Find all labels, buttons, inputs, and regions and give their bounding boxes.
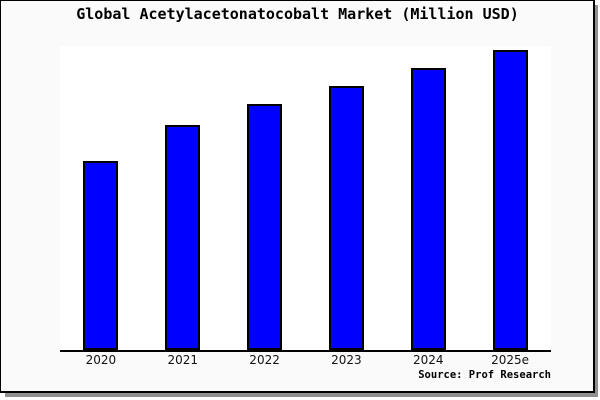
bar-2021 xyxy=(165,125,201,350)
source-credit: Source: Prof Research xyxy=(418,369,551,381)
bar-2023 xyxy=(328,86,364,350)
bar-2024 xyxy=(410,68,446,350)
chart-title: Global Acetylacetonatocobalt Market (Mil… xyxy=(76,5,519,23)
plot-area xyxy=(60,46,551,352)
bar-2025e xyxy=(492,50,528,350)
bar-2022 xyxy=(247,104,283,350)
bar-2020 xyxy=(83,161,119,350)
